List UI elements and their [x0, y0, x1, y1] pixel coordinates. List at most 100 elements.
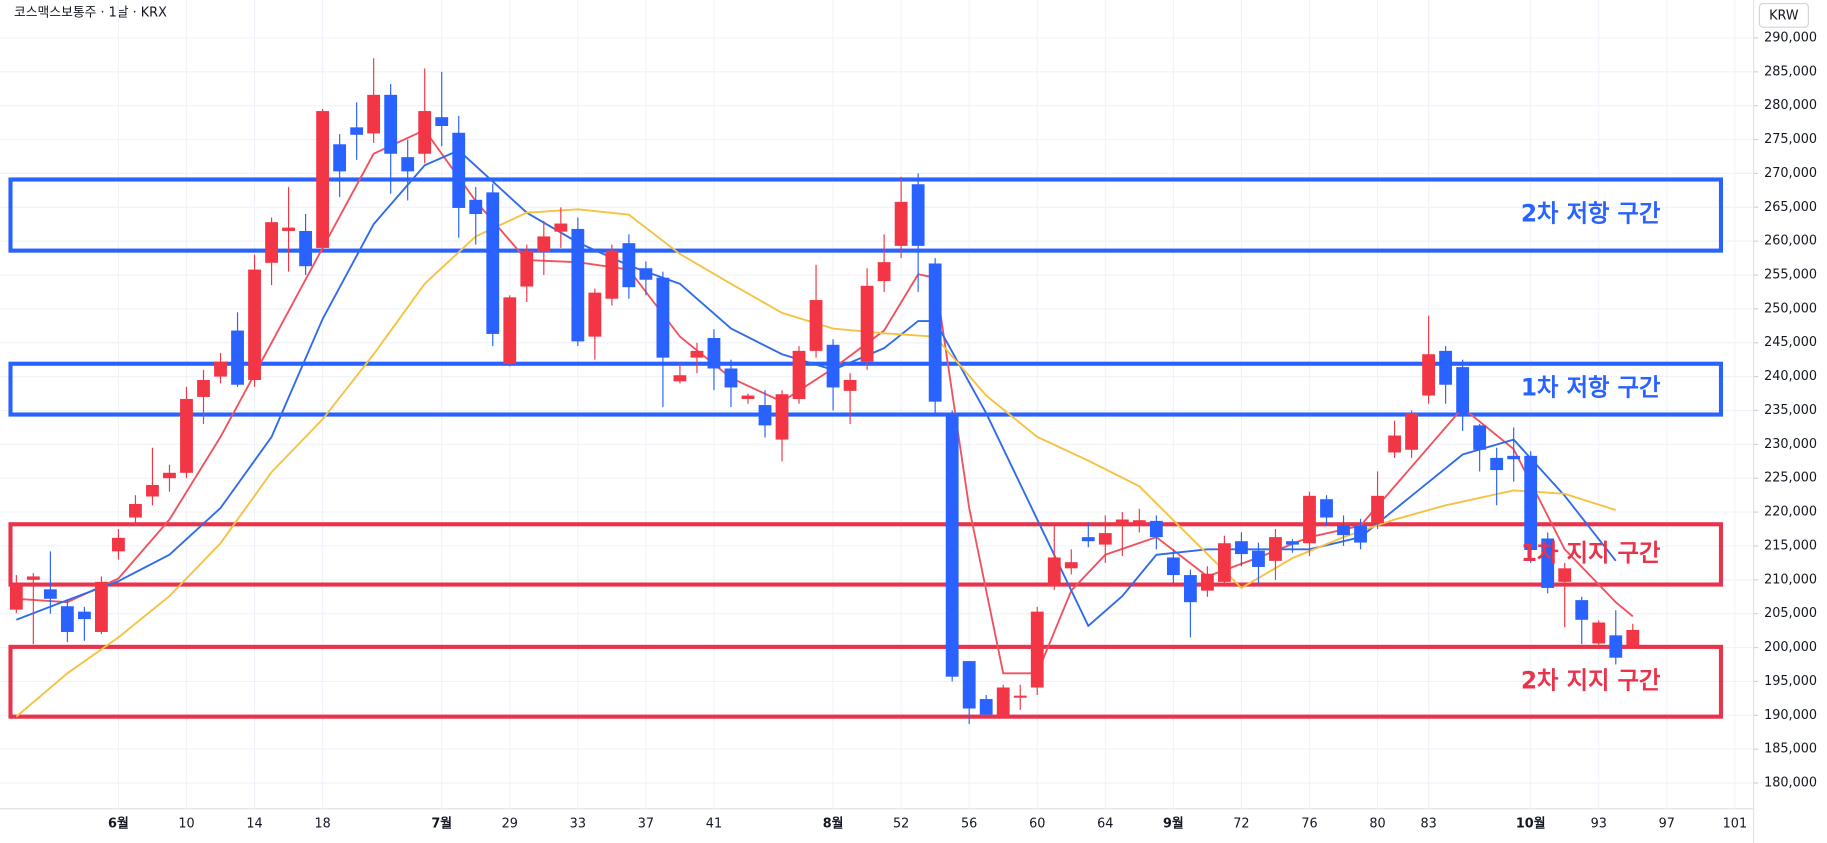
y-tick-label: 285,000 [1764, 64, 1817, 79]
candle-body [656, 277, 670, 358]
candle-body [418, 111, 432, 154]
candle-body [248, 269, 261, 380]
x-tick-label: 56 [961, 817, 977, 832]
x-tick-label: 83 [1420, 817, 1436, 832]
candle-body [1422, 354, 1436, 396]
y-tick-label: 240,000 [1764, 369, 1817, 384]
candle-body [690, 350, 704, 358]
candle-body [707, 337, 721, 369]
candle-body [1541, 538, 1555, 588]
candle-body [299, 230, 313, 267]
candle-body [95, 581, 108, 632]
candle-body [1388, 435, 1401, 453]
candle-body [316, 111, 330, 248]
currency-box[interactable] [1758, 2, 1809, 28]
x-tick-label: 8월 [823, 816, 844, 832]
candle-body [843, 379, 857, 391]
candle-body [605, 250, 619, 299]
x-tick-label: 7월 [431, 816, 452, 832]
candle-body [486, 192, 500, 334]
zone-label: 1차 지지 구간 [1521, 539, 1661, 567]
x-tick-label: 18 [314, 817, 330, 832]
candle-body [554, 223, 568, 232]
candle-body [1405, 413, 1418, 450]
x-tick-label: 72 [1233, 817, 1249, 832]
x-tick-label: 29 [502, 817, 518, 832]
candle-body [333, 144, 347, 172]
candle-body [1252, 550, 1265, 567]
candle-body [928, 263, 942, 402]
candle-body [1354, 525, 1367, 543]
candle-body [1047, 557, 1061, 586]
candle-body [673, 375, 687, 382]
x-tick-label: 33 [570, 817, 586, 832]
candle-body [809, 300, 823, 351]
candle-body [877, 262, 891, 282]
candle-body [112, 537, 125, 552]
candle-body [1132, 520, 1146, 523]
candle-body [1218, 543, 1231, 582]
candle-body [435, 117, 449, 126]
candle-body [1592, 622, 1606, 644]
x-tick-label: 76 [1301, 817, 1317, 832]
zone-label: 2차 지지 구간 [1521, 666, 1661, 694]
y-tick-label: 220,000 [1764, 505, 1817, 520]
candle-body [26, 576, 40, 580]
labels: 2차 저항 구간 1차 저항 구간 1차 지지 구간 2차 지지 구간 [1521, 199, 1661, 694]
candle-body [1456, 367, 1470, 413]
candle-body [1013, 695, 1027, 698]
zone-box [8, 644, 1724, 719]
currency-label[interactable]: KRW [1769, 8, 1799, 23]
y-tick-label: 290,000 [1764, 30, 1817, 45]
zone-box [8, 177, 1724, 253]
candle-body [1269, 537, 1282, 561]
candle-body [1558, 568, 1572, 582]
candle-body [1081, 537, 1095, 542]
y-tick-label: 270,000 [1764, 166, 1817, 181]
candle-body [43, 589, 57, 599]
candle-body [520, 250, 534, 287]
candle-body [911, 184, 925, 246]
y-tick-label: 225,000 [1764, 471, 1817, 486]
y-tick-label: 260,000 [1764, 234, 1817, 249]
x-tick-label: 37 [638, 817, 654, 832]
y-tick-label: 205,000 [1764, 606, 1817, 621]
candle-body [1439, 350, 1453, 385]
candle-body [163, 472, 176, 479]
candle-body [1575, 600, 1589, 620]
candle-body [996, 687, 1010, 717]
x-tick-label: 60 [1029, 817, 1045, 832]
candle-body [384, 94, 398, 154]
ma-line [16, 128, 1634, 675]
candle-body [894, 201, 908, 246]
candle-body [1166, 557, 1180, 576]
axes: 180,000 185,000 190,000 195,000 200,000 205,0… [108, 30, 1817, 831]
candle-body [146, 484, 159, 497]
candle-body [860, 285, 874, 362]
candle-body [282, 227, 295, 231]
candle-body [537, 236, 551, 252]
zone-box [8, 361, 1724, 417]
candle-body [622, 243, 636, 288]
candle-body [1337, 525, 1350, 536]
candle-body [1115, 519, 1129, 526]
y-tick-label: 265,000 [1764, 200, 1817, 215]
y-tick-label: 255,000 [1764, 267, 1817, 282]
candle-body [639, 268, 653, 280]
candle-body [979, 699, 993, 715]
y-tick-label: 200,000 [1764, 640, 1817, 655]
candle-body [741, 395, 755, 399]
candle-body [367, 94, 381, 134]
x-tick-label: 93 [1591, 817, 1607, 832]
candle-body [1183, 575, 1197, 603]
candle-body [1200, 573, 1214, 591]
ma-line [15, 208, 1617, 718]
chart-title: 코스맥스보통주 · 1날 · KRX [14, 5, 167, 20]
candles [9, 58, 1640, 725]
candle-body [1303, 495, 1316, 544]
y-tick-label: 250,000 [1764, 301, 1817, 316]
x-tick-label: 97 [1659, 817, 1675, 832]
candle-body [1030, 611, 1044, 688]
candle-body [588, 292, 602, 337]
